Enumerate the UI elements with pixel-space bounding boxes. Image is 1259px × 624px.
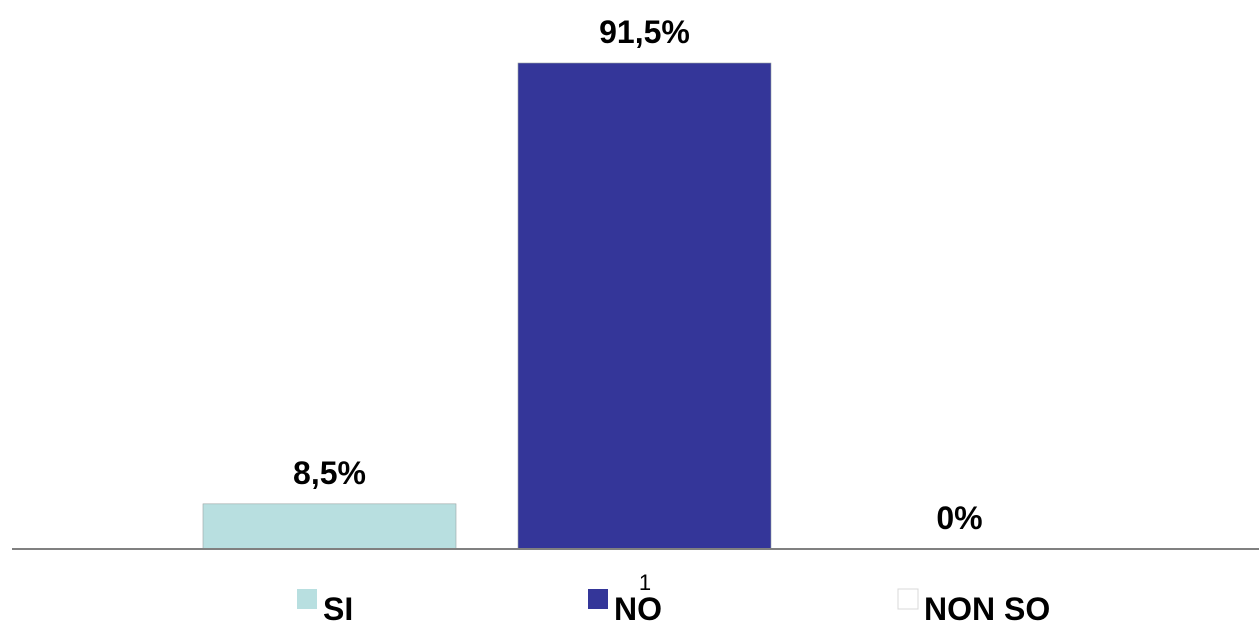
bars-group xyxy=(202,62,772,550)
data-label-non-so: 0% xyxy=(936,500,982,536)
data-labels-group: 8,5% 91,5% 0% xyxy=(293,14,983,536)
data-label-no: 91,5% xyxy=(599,14,690,50)
legend: SI NO NON SO xyxy=(297,588,1050,624)
bar-no xyxy=(517,62,772,550)
legend-label-no: NO xyxy=(614,591,662,624)
legend-swatch-non-so xyxy=(897,588,919,610)
legend-label-si: SI xyxy=(323,591,353,624)
data-label-si: 8,5% xyxy=(293,455,366,491)
legend-swatch-no xyxy=(588,589,608,609)
x-axis-tick-label: 1 xyxy=(639,570,651,595)
legend-label-non-so: NON SO xyxy=(924,591,1050,624)
legend-swatch-si xyxy=(297,589,317,609)
bar-si xyxy=(202,503,457,550)
